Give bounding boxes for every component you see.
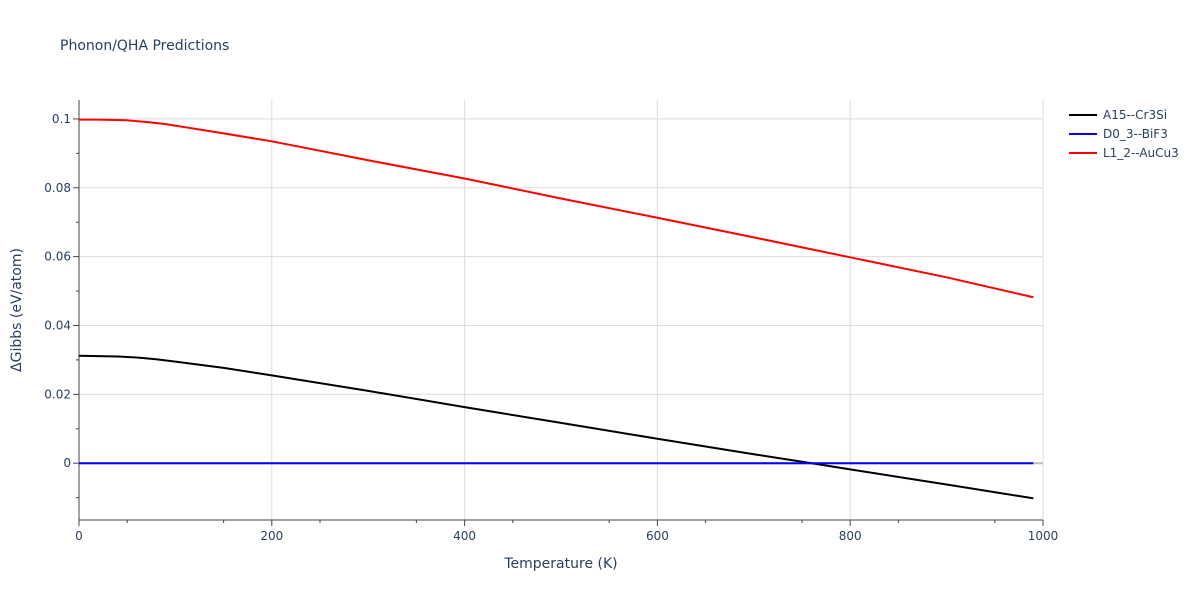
x-tick-label: 400 <box>453 529 476 543</box>
y-tick-label: 0.06 <box>44 250 71 264</box>
x-tick-label: 1000 <box>1028 529 1059 543</box>
chart-title: Phonon/QHA Predictions <box>60 38 229 54</box>
x-tick-label: 200 <box>260 529 283 543</box>
series-layer <box>78 118 1034 500</box>
grid-layer <box>79 100 1044 520</box>
series-line-l1-2-aucu3[interactable] <box>79 118 1034 299</box>
x-tick-label: 800 <box>839 529 862 543</box>
series-line-a15-cr3si[interactable] <box>78 354 1034 500</box>
x-tick-label: 0 <box>75 529 83 543</box>
x-axis-title: Temperature (K) <box>503 556 617 572</box>
legend-label: D0_3--BiF3 <box>1103 127 1168 141</box>
y-tick-label: 0.08 <box>44 181 71 195</box>
x-tick-label: 600 <box>646 529 669 543</box>
legend-label: L1_2--AuCu3 <box>1103 146 1179 160</box>
legend-item[interactable]: A15--Cr3Si <box>1069 108 1167 122</box>
legend-label: A15--Cr3Si <box>1103 108 1167 122</box>
legend-item[interactable]: D0_3--BiF3 <box>1069 127 1168 141</box>
y-tick-label: 0.04 <box>44 318 71 332</box>
axis-layer: 0 200 400 600 800 1000 0 0.02 0.04 0.06 0.08 0.1 <box>44 100 1058 543</box>
y-tick-label: 0.02 <box>44 387 71 401</box>
y-tick-label: 0 <box>63 456 71 470</box>
y-axis-title: ΔGibbs (eV/atom) <box>9 248 25 372</box>
legend[interactable]: A15--Cr3Si D0_3--BiF3 L1_2--AuCu3 <box>1069 108 1179 160</box>
legend-item[interactable]: L1_2--AuCu3 <box>1069 146 1179 160</box>
y-tick-label: 0.1 <box>52 112 71 126</box>
